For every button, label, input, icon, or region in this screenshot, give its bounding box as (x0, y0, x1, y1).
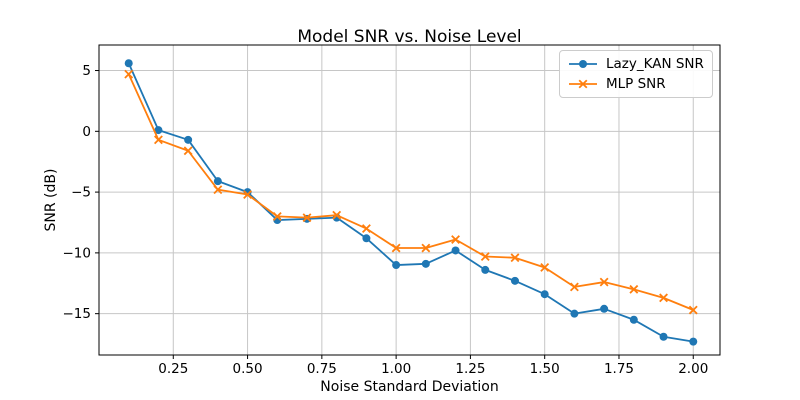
svg-text:0.50: 0.50 (233, 361, 263, 377)
legend-label-mlp: MLP SNR (606, 76, 666, 92)
svg-text:1.50: 1.50 (530, 361, 560, 377)
svg-text:−15: −15 (63, 306, 92, 322)
svg-text:2.00: 2.00 (678, 361, 708, 377)
y-axis-label: SNR (dB) (43, 168, 59, 232)
chart-title: Model SNR vs. Noise Level (297, 27, 522, 47)
legend-label-lazy-kan: Lazy_KAN SNR (606, 56, 704, 72)
series-lazy-kan-snr (124, 59, 698, 346)
svg-text:0: 0 (82, 124, 91, 140)
svg-text:0.75: 0.75 (307, 361, 337, 377)
svg-text:0.25: 0.25 (158, 361, 188, 377)
svg-text:1.00: 1.00 (381, 361, 411, 377)
legend-line-marker-icon (569, 79, 597, 89)
svg-text:5: 5 (82, 63, 91, 79)
legend-line-marker-icon (569, 60, 597, 68)
legend-item-lazy-kan: Lazy_KAN SNR (568, 54, 706, 74)
svg-text:−5: −5 (71, 185, 91, 201)
series-mlp-snr (124, 69, 698, 315)
svg-text:−10: −10 (63, 245, 92, 261)
legend: Lazy_KAN SNR MLP SNR (559, 50, 713, 98)
x-axis-label: Noise Standard Deviation (320, 379, 499, 395)
svg-text:1.75: 1.75 (604, 361, 634, 377)
legend-item-mlp: MLP SNR (568, 74, 706, 94)
svg-text:1.25: 1.25 (455, 361, 485, 377)
